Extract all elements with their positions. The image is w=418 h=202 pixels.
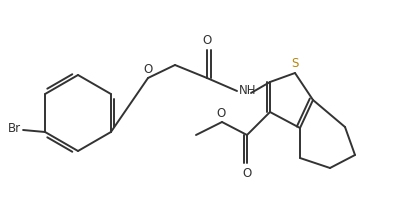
Text: NH: NH <box>239 84 257 98</box>
Text: O: O <box>242 167 252 180</box>
Text: S: S <box>291 57 299 70</box>
Text: Br: Br <box>8 122 21 136</box>
Text: O: O <box>143 63 153 76</box>
Text: O: O <box>202 34 212 47</box>
Text: O: O <box>217 107 226 120</box>
